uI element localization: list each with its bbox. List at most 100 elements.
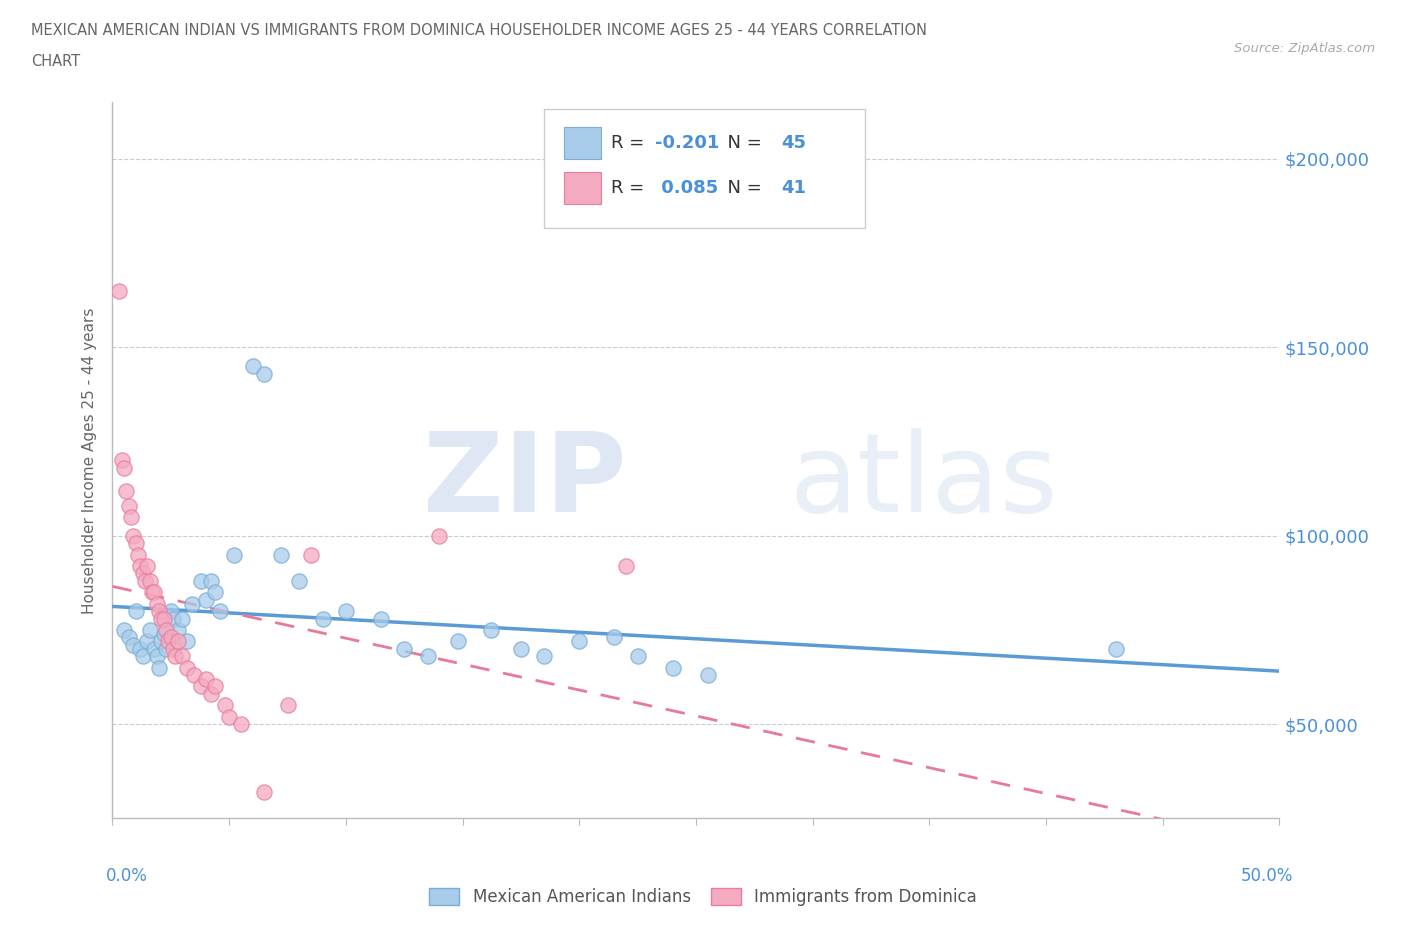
Point [222,547,245,562]
Point [132,566,155,581]
Point [370,611,392,626]
Point [141,585,163,600]
Point [136,558,159,573]
Point [143,642,166,657]
Point [204,585,226,600]
Point [108,284,131,299]
Point [1105,642,1128,657]
Point [696,668,718,683]
Text: R =: R = [610,134,650,153]
Point [129,558,152,573]
Point [311,611,333,626]
Point [229,717,252,732]
Point [603,630,626,644]
Point [111,453,134,468]
Point [122,638,145,653]
Point [165,649,187,664]
Point [172,611,194,626]
Point [162,611,184,626]
Point [118,498,141,513]
Point [176,660,198,675]
Text: R =: R = [610,179,650,197]
Point [200,686,222,701]
Point [157,634,180,649]
Point [166,622,188,637]
Text: 41: 41 [782,179,806,197]
Point [180,596,202,611]
Point [253,366,276,381]
Point [112,460,135,475]
Point [143,585,166,600]
Point [253,785,276,800]
Point [139,574,162,589]
Point [150,634,173,649]
Point [172,649,194,664]
Point [118,630,141,644]
Text: 45: 45 [782,134,806,153]
Point [194,671,217,686]
Point [136,634,159,649]
FancyBboxPatch shape [564,172,602,205]
Legend: Mexican American Indians, Immigrants from Dominica: Mexican American Indians, Immigrants fro… [423,881,983,912]
Point [129,642,152,657]
Point [190,679,212,694]
Text: N =: N = [716,134,768,153]
Point [533,649,555,664]
Point [153,611,176,626]
Point [146,649,169,664]
Point [125,536,148,551]
Point [148,660,170,675]
Text: CHART: CHART [31,54,80,69]
Point [148,604,170,618]
Point [120,510,142,525]
Text: MEXICAN AMERICAN INDIAN VS IMMIGRANTS FROM DOMINICA HOUSEHOLDER INCOME AGES 25 -: MEXICAN AMERICAN INDIAN VS IMMIGRANTS FR… [31,23,927,38]
Text: 50.0%: 50.0% [1241,867,1294,884]
Text: 0.085: 0.085 [655,179,718,197]
Point [160,604,183,618]
Point [200,574,222,589]
Point [160,630,183,644]
Point [190,574,212,589]
Point [153,626,176,641]
Point [299,547,322,562]
Point [176,634,198,649]
Point [218,710,240,724]
Point [242,359,264,374]
Point [132,649,155,664]
Point [115,483,138,498]
Point [614,558,637,573]
FancyBboxPatch shape [564,127,602,159]
Point [139,622,162,637]
Text: N =: N = [716,179,768,197]
Y-axis label: Householder Income Ages 25 - 44 years: Householder Income Ages 25 - 44 years [82,307,97,614]
Point [155,622,177,637]
FancyBboxPatch shape [544,110,865,228]
Text: -0.201: -0.201 [655,134,720,153]
Point [661,660,683,675]
Point [568,634,591,649]
Point [627,649,650,664]
Point [288,574,311,589]
Text: 0.0%: 0.0% [105,867,148,884]
Point [155,642,177,657]
Point [270,547,292,562]
Point [125,604,148,618]
Point [122,528,145,543]
Point [162,642,184,657]
Text: ZIP: ZIP [423,429,626,536]
Point [427,528,450,543]
Point [394,642,416,657]
Point [150,611,173,626]
Point [447,634,470,649]
Point [276,698,298,712]
Point [183,668,205,683]
Point [416,649,439,664]
Point [479,622,502,637]
Point [208,604,231,618]
Point [127,547,149,562]
Point [335,604,357,618]
Point [204,679,226,694]
Text: atlas: atlas [789,429,1057,536]
Point [166,634,188,649]
Point [509,642,531,657]
